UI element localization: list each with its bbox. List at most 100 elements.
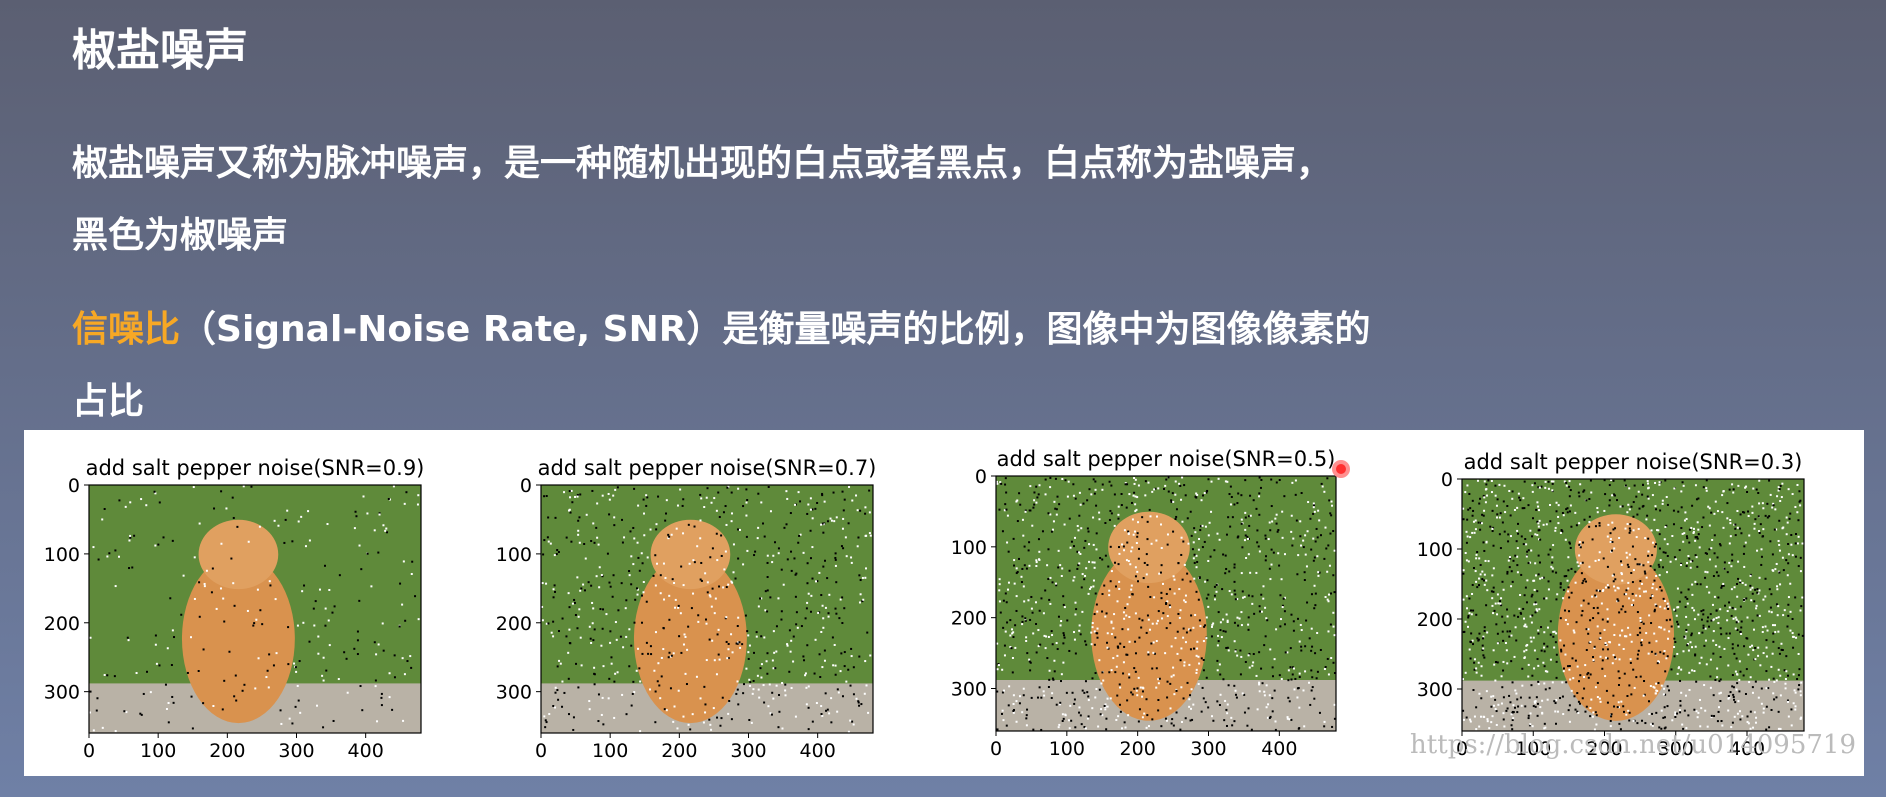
noise-dot — [1752, 726, 1755, 729]
noise-dot — [830, 697, 833, 700]
noise-dot — [1647, 700, 1650, 703]
noise-dot — [818, 653, 821, 656]
noise-dot — [1769, 493, 1772, 496]
noise-dot — [1677, 667, 1680, 670]
noise-dot — [1304, 553, 1307, 556]
noise-dot — [643, 512, 646, 515]
noise-dot — [1729, 519, 1732, 522]
noise-dot — [1241, 546, 1244, 549]
noise-dot — [576, 493, 579, 496]
noise-dot — [1128, 673, 1131, 676]
noise-dot — [1625, 589, 1628, 592]
noise-dot — [1258, 495, 1261, 498]
noise-dot — [1150, 542, 1153, 545]
noise-dot — [1190, 614, 1193, 617]
noise-dot — [1466, 518, 1469, 521]
noise-dot — [1496, 661, 1499, 664]
noise-dot — [1030, 607, 1033, 610]
noise-dot — [807, 728, 810, 731]
noise-dot — [1084, 727, 1087, 730]
noise-dot — [769, 596, 772, 599]
noise-dot — [1653, 518, 1656, 521]
noise-dot — [1248, 524, 1251, 527]
noise-dot — [1746, 720, 1749, 723]
noise-dot — [1175, 508, 1178, 511]
noise-dot — [1549, 633, 1552, 636]
noise-dot — [1722, 526, 1725, 529]
noise-dot — [1333, 634, 1336, 637]
noise-dot — [1037, 645, 1040, 648]
noise-dot — [1701, 631, 1704, 634]
noise-dot — [1754, 680, 1757, 683]
noise-dot — [1051, 692, 1054, 695]
noise-dot — [1212, 622, 1215, 625]
noise-dot — [1143, 561, 1146, 564]
noise-dot — [1189, 694, 1192, 697]
noise-dot — [1138, 617, 1141, 620]
noise-dot — [1618, 677, 1621, 680]
noise-dot — [732, 571, 735, 574]
noise-dot — [1695, 536, 1698, 539]
noise-dot — [1025, 724, 1028, 727]
noise-dot — [1040, 597, 1043, 600]
noise-dot — [1733, 715, 1736, 718]
noise-dot — [1084, 680, 1087, 683]
noise-dot — [852, 666, 855, 669]
noise-dot — [1135, 508, 1138, 511]
noise-dot — [1537, 664, 1540, 667]
noise-dot — [1216, 700, 1219, 703]
noise-dot — [1790, 708, 1793, 711]
noise-dot — [1230, 716, 1233, 719]
noise-dot — [1567, 590, 1570, 593]
noise-dot — [700, 561, 703, 564]
noise-dot — [1680, 490, 1683, 493]
noise-dot — [1641, 638, 1644, 641]
noise-dot — [1554, 641, 1557, 644]
noise-dot — [1800, 605, 1803, 608]
noise-dot — [1684, 605, 1687, 608]
noise-dot — [1790, 534, 1793, 537]
noise-dot — [722, 586, 725, 589]
noise-dot — [1603, 628, 1606, 631]
noise-dot — [1170, 500, 1173, 503]
noise-dot — [1664, 551, 1667, 554]
noise-dot — [1119, 710, 1122, 713]
noise-dot — [1038, 686, 1041, 689]
noise-dot — [1729, 522, 1732, 525]
noise-dot — [1748, 534, 1751, 537]
noise-dot — [1312, 502, 1315, 505]
noise-dot — [1502, 712, 1505, 715]
noise-dot — [713, 659, 716, 662]
noise-dot — [735, 642, 738, 645]
noise-dot — [797, 541, 800, 544]
noise-dot — [638, 569, 641, 572]
noise-dot — [613, 716, 616, 719]
noise-dot — [858, 574, 861, 577]
noise-dot — [1136, 535, 1139, 538]
noise-dot — [1748, 681, 1751, 684]
noise-dot — [852, 693, 855, 696]
noise-dot — [1108, 589, 1111, 592]
noise-dot — [1534, 701, 1537, 704]
noise-dot — [1225, 646, 1228, 649]
noise-dot — [1539, 561, 1542, 564]
noise-dot — [1110, 484, 1113, 487]
noise-dot — [1489, 525, 1492, 528]
noise-dot — [1537, 573, 1540, 576]
noise-dot — [1234, 689, 1237, 692]
noise-dot — [1584, 710, 1587, 713]
noise-dot — [398, 625, 401, 628]
noise-dot — [1537, 505, 1540, 508]
noise-dot — [824, 692, 827, 695]
noise-dot — [1060, 673, 1063, 676]
noise-dot — [1601, 659, 1604, 662]
noise-dot — [640, 621, 643, 624]
noise-dot — [1611, 494, 1614, 497]
noise-dot — [1132, 533, 1135, 536]
noise-dot — [569, 642, 572, 645]
noise-dot — [1597, 589, 1600, 592]
noise-dot — [1599, 632, 1602, 635]
noise-dot — [760, 635, 763, 638]
noise-dot — [1240, 522, 1243, 525]
noise-dot — [1169, 622, 1172, 625]
